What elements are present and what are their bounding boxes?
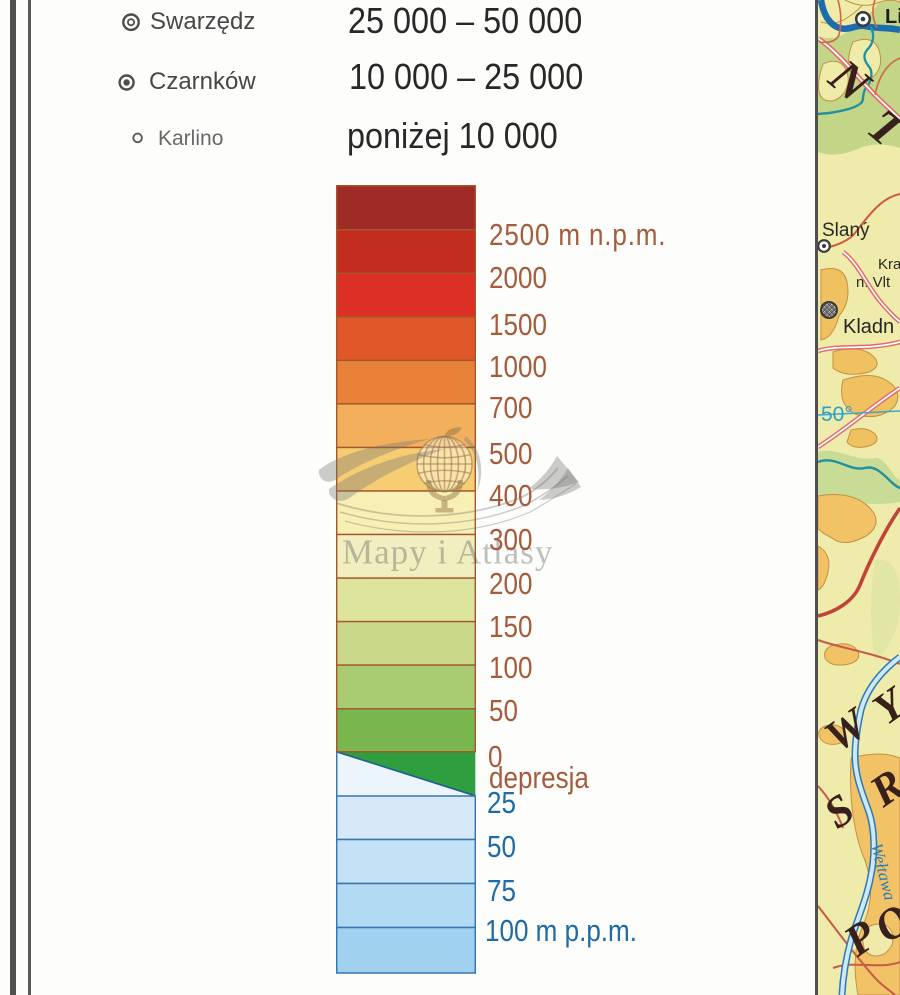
svg-text:Kra: Kra [878,256,900,273]
svg-text:Kladn: Kladn [843,316,894,338]
svg-text:Li: Li [885,6,900,28]
svg-text:Slaný: Slaný [822,220,870,241]
svg-text:Mapy i Atlasy: Mapy i Atlasy [342,533,553,572]
svg-text:50°: 50° [821,403,853,426]
